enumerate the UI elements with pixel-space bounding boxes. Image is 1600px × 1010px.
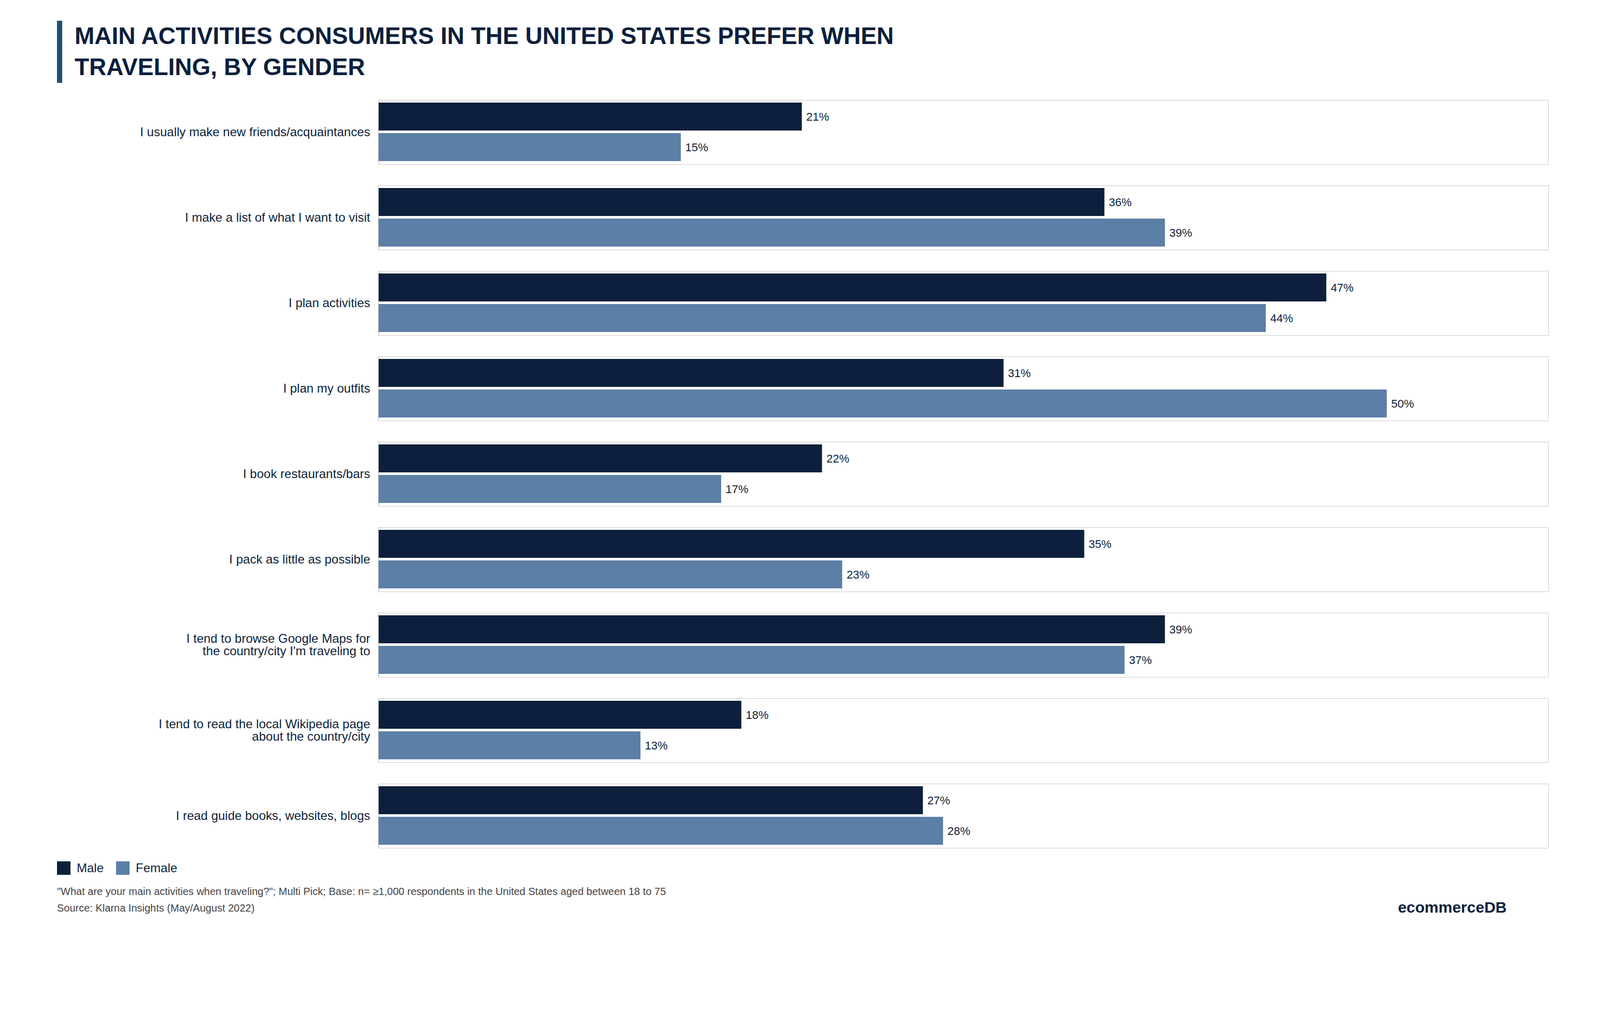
- svg-text:50%: 50%: [1391, 396, 1414, 410]
- svg-text:I plan my outfits: I plan my outfits: [282, 381, 370, 396]
- svg-text:28%: 28%: [947, 824, 971, 838]
- html-text:Female: Female: [135, 861, 178, 876]
- svg-text:17%: 17%: [725, 482, 749, 496]
- svg-text:39%: 39%: [1169, 225, 1193, 239]
- svg-text:I tend to browse Google Maps f: I tend to browse Google Maps forthe coun…: [186, 631, 371, 659]
- html-text:"What are your main activities: "What are your main activities when trav…: [56, 885, 666, 898]
- svg-text:I tend to read the local Wikip: I tend to read the local Wikipedia pagea…: [158, 717, 370, 744]
- html-text:Male: Male: [76, 861, 104, 876]
- svg-text:35%: 35%: [1088, 537, 1112, 551]
- html-text:Source: Klarna Insights (May/A: Source: Klarna Insights (May/August 2022…: [56, 902, 255, 914]
- svg-text:I pack as little as possible: I pack as little as possible: [229, 552, 370, 567]
- svg-text:18%: 18%: [745, 708, 769, 722]
- svg-text:21%: 21%: [806, 109, 830, 123]
- svg-text:I plan activities: I plan activities: [288, 295, 370, 310]
- svg-text:I make a list of what I want t: I make a list of what I want to visit: [184, 210, 371, 225]
- svg-text:I usually make new friends/acq: I usually make new friends/acquaintances: [139, 124, 370, 139]
- html-text:MAIN ACTIVITIES CONSUMERS IN T: MAIN ACTIVITIES CONSUMERS IN THE UNITED …: [74, 22, 894, 81]
- svg-text:I read guide books, websites,: I read guide books, websites, blogs: [176, 808, 371, 823]
- svg-text:I book restaurants/bars: I book restaurants/bars: [243, 466, 370, 481]
- svg-text:27%: 27%: [927, 793, 951, 807]
- svg-text:47%: 47%: [1330, 280, 1354, 294]
- svg-text:39%: 39%: [1169, 622, 1193, 636]
- svg-text:44%: 44%: [1269, 311, 1293, 325]
- svg-text:13%: 13%: [645, 738, 668, 752]
- svg-text:36%: 36%: [1108, 195, 1132, 209]
- html-text:ecommerceDB: ecommerceDB: [1397, 898, 1507, 916]
- svg-text:15%: 15%: [684, 140, 708, 154]
- svg-text:37%: 37%: [1129, 653, 1152, 667]
- svg-text:22%: 22%: [826, 451, 850, 465]
- svg-text:31%: 31%: [1007, 366, 1031, 380]
- svg-text:23%: 23%: [846, 567, 870, 581]
